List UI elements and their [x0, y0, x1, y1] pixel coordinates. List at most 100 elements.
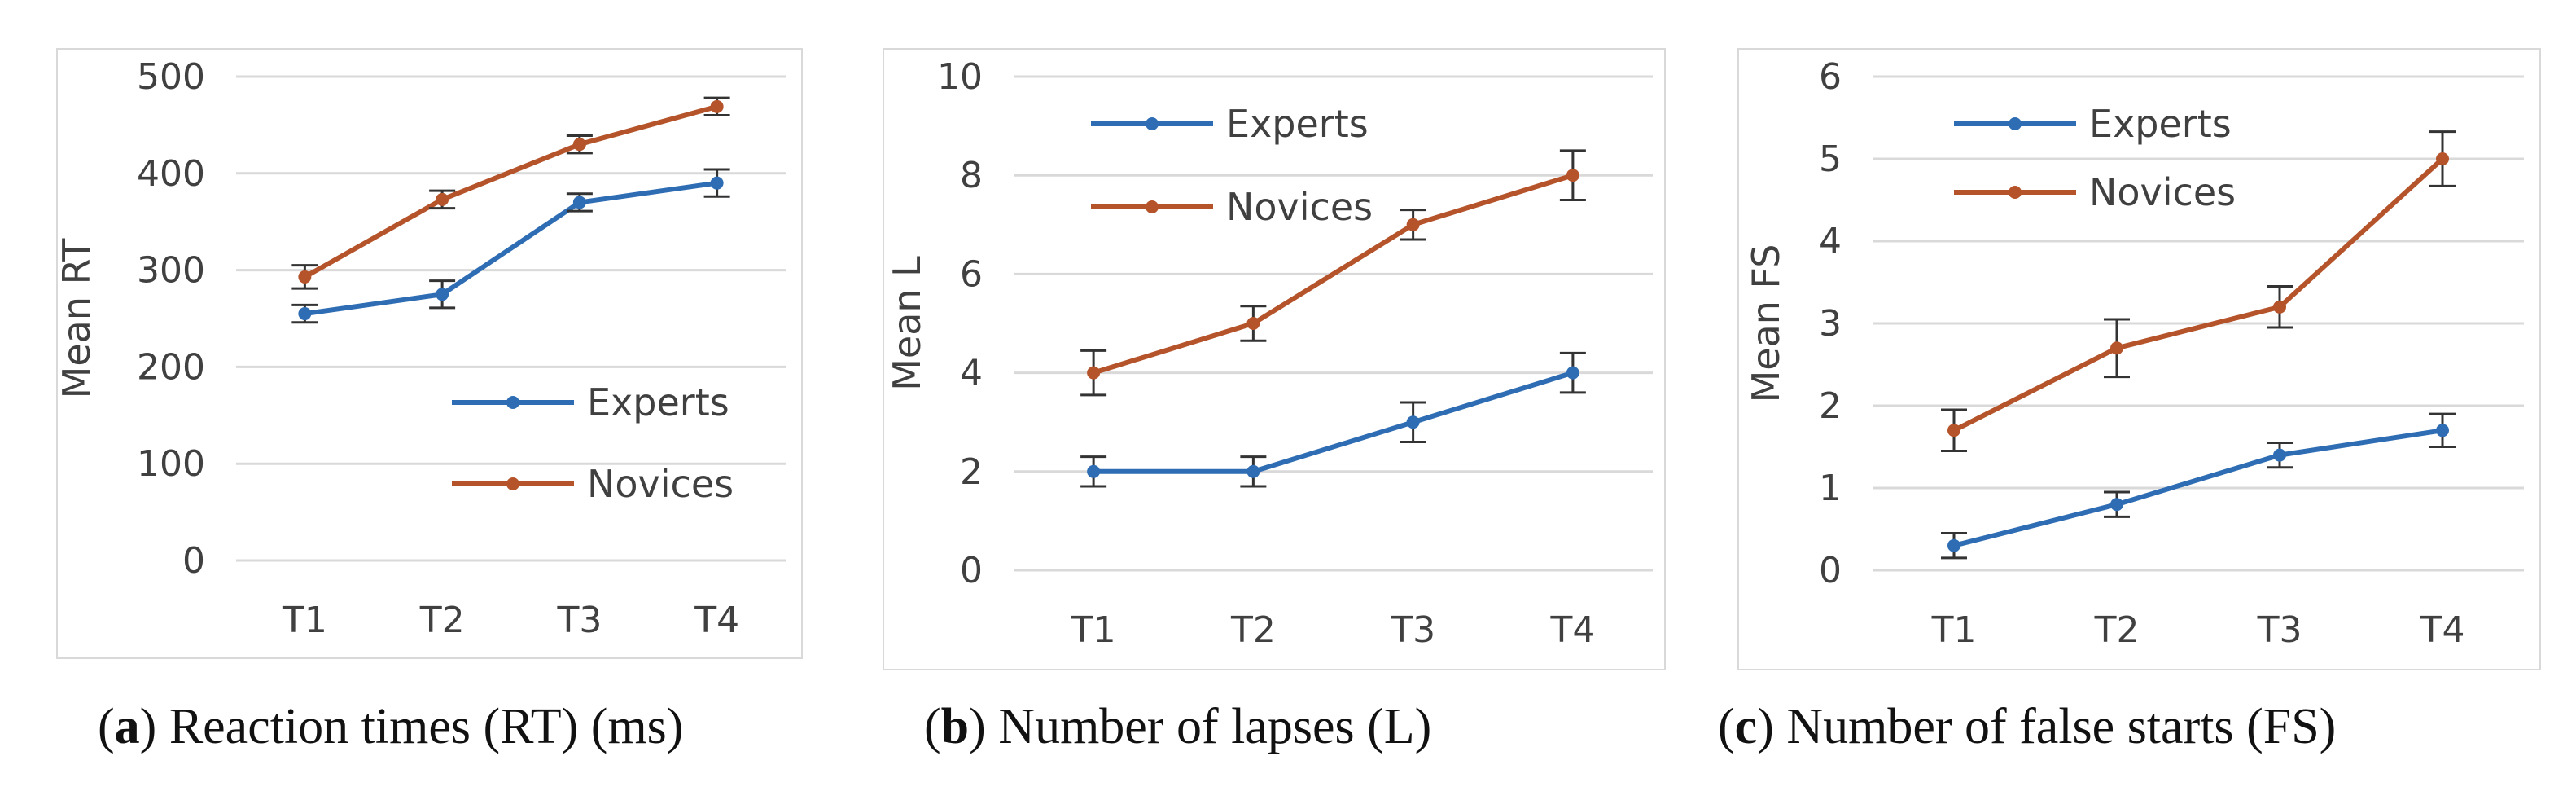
data-point — [710, 99, 724, 113]
chart-frame — [883, 48, 1666, 670]
series-novices — [1941, 130, 2456, 453]
y-tick-label: 100 — [137, 443, 205, 485]
data-point — [1246, 317, 1260, 330]
caption-letter: c — [1735, 699, 1758, 754]
data-point — [436, 288, 449, 301]
y-tick-label: 500 — [137, 56, 205, 98]
x-tick-label: T4 — [694, 600, 739, 641]
legend-label: Experts — [1226, 102, 1369, 146]
chart-frame — [56, 48, 803, 659]
x-tick-label: T3 — [556, 600, 602, 641]
chart-panel-c: 0 1 2 3 4 5 6 T1 T2 T3 T4 Mean FS Experts Novices (c) … — [1718, 48, 2541, 754]
chart-frame — [1737, 48, 2541, 670]
legend-marker — [1146, 200, 1159, 213]
figure-caption: (a) Reaction times (RT) (ms) — [98, 699, 683, 754]
data-point — [572, 196, 586, 209]
x-tick-label: T3 — [2257, 609, 2302, 651]
caption-paren: ( — [1718, 699, 1735, 754]
data-point — [1566, 169, 1579, 182]
series-line — [1952, 156, 2445, 433]
data-point — [2436, 152, 2449, 165]
x-tick-label: T2 — [2094, 609, 2140, 651]
series-novices — [1080, 149, 1586, 397]
data-point — [298, 307, 312, 321]
y-tick-label: 2 — [960, 451, 983, 493]
y-tick-label: 1 — [1819, 468, 1842, 509]
x-tick-label: T2 — [1230, 609, 1276, 651]
y-tick-label: 0 — [1819, 550, 1842, 591]
y-tick-label: 400 — [137, 153, 205, 195]
x-tick-label: T2 — [419, 600, 465, 641]
y-tick-label: 10 — [937, 56, 983, 98]
series-line — [304, 180, 718, 317]
x-tick-label: T1 — [282, 600, 327, 641]
caption-paren: ) — [969, 699, 986, 754]
legend-marker — [506, 477, 519, 490]
chart-panel-b: 0 2 4 6 8 10 T1 T2 T3 T4 Mean L Experts Novices (b) N… — [883, 48, 1666, 754]
legend-label: Novices — [1226, 185, 1373, 229]
y-axis-label: Mean L — [885, 256, 929, 391]
legend-marker — [506, 396, 519, 409]
series-line — [303, 103, 718, 279]
series-novices — [291, 96, 730, 290]
figure-caption: (c) Number of false starts (FS) — [1718, 699, 2336, 754]
caption-paren: ( — [98, 699, 115, 754]
data-point — [1947, 424, 1960, 437]
data-point — [1246, 464, 1260, 478]
y-tick-label: 3 — [1819, 303, 1842, 345]
data-point — [2436, 424, 2449, 437]
legend-label: Novices — [587, 462, 734, 506]
data-point — [2273, 300, 2286, 314]
y-tick-label: 6 — [1819, 56, 1842, 98]
x-tick-label: T1 — [1071, 609, 1116, 651]
caption-letter: b — [941, 699, 969, 754]
y-tick-label: 300 — [137, 250, 205, 292]
series-experts — [1080, 351, 1586, 488]
data-point — [1406, 218, 1420, 231]
y-axis-label: Mean FS — [1744, 244, 1788, 403]
chart-panel-a: 0 100 200 300 400 500 T1 T2 T3 T4 Mean RT Experts No… — [55, 48, 803, 754]
data-point — [1947, 538, 1960, 552]
x-tick-label: T1 — [1931, 609, 1977, 651]
data-point — [1566, 366, 1579, 380]
series-line — [1953, 428, 2443, 548]
y-tick-label: 5 — [1819, 138, 1842, 180]
y-tick-label: 200 — [137, 346, 205, 388]
y-tick-label: 0 — [960, 550, 983, 591]
y-tick-label: 2 — [1819, 385, 1842, 427]
legend-marker — [2009, 186, 2022, 199]
series-line — [1093, 370, 1574, 474]
y-tick-label: 0 — [182, 540, 205, 582]
caption-text: Reaction times (RT) (ms) — [156, 699, 683, 754]
caption-text: Number of lapses (L) — [986, 699, 1432, 754]
x-tick-label: T4 — [1549, 609, 1595, 651]
series-experts — [291, 168, 730, 324]
legend-label: Novices — [2089, 170, 2236, 214]
caption-text: Number of false starts (FS) — [1774, 699, 2336, 754]
x-tick-label: T4 — [2420, 609, 2465, 651]
y-axis-label: Mean RT — [55, 238, 99, 399]
y-tick-label: 4 — [1819, 221, 1842, 262]
data-point — [298, 270, 312, 284]
y-tick-label: 4 — [960, 353, 983, 394]
data-point — [436, 192, 449, 206]
caption-letter: a — [115, 699, 140, 754]
series-line — [1093, 173, 1574, 376]
data-point — [2110, 341, 2123, 355]
caption-paren: ) — [1757, 699, 1774, 754]
data-point — [1406, 415, 1420, 429]
legend-marker — [2009, 117, 2022, 130]
legend-marker — [1146, 117, 1159, 130]
data-point — [710, 176, 724, 190]
caption-paren: ) — [140, 699, 157, 754]
data-point — [1087, 464, 1101, 478]
data-point — [2110, 498, 2123, 512]
data-point — [1087, 366, 1101, 380]
legend-label: Experts — [587, 380, 729, 424]
series-experts — [1941, 412, 2456, 560]
figure-caption: (b) Number of lapses (L) — [924, 699, 1431, 754]
data-point — [2273, 448, 2286, 462]
legend-label: Experts — [2089, 102, 2232, 146]
x-tick-label: T3 — [1390, 609, 1435, 651]
